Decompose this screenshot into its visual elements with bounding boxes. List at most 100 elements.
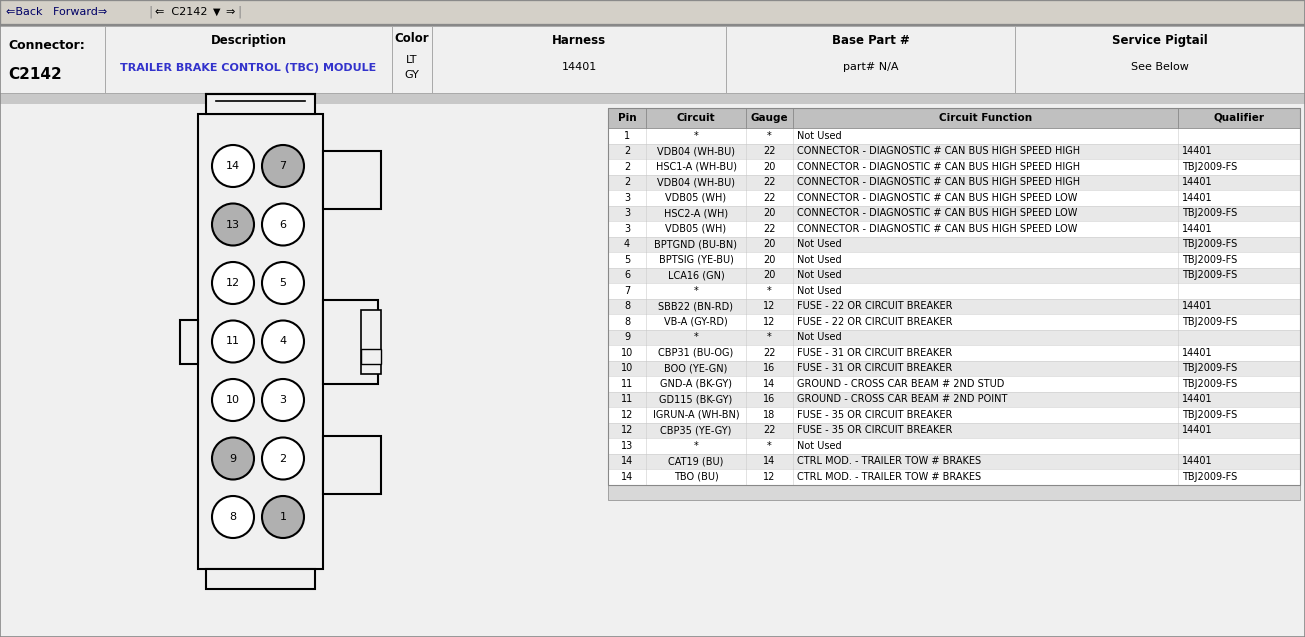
Text: TBO (BU): TBO (BU) bbox=[673, 472, 718, 482]
Text: FUSE - 31 OR CIRCUIT BREAKER: FUSE - 31 OR CIRCUIT BREAKER bbox=[797, 363, 953, 373]
Bar bbox=[608, 108, 1300, 128]
Text: TRAILER BRAKE CONTROL (TBC) MODULE: TRAILER BRAKE CONTROL (TBC) MODULE bbox=[120, 63, 377, 73]
Text: 14401: 14401 bbox=[1182, 224, 1212, 234]
Text: CBP35 (YE-GY): CBP35 (YE-GY) bbox=[660, 426, 732, 435]
Bar bbox=[608, 299, 1300, 314]
Text: 2: 2 bbox=[279, 454, 287, 464]
Text: part# N/A: part# N/A bbox=[843, 62, 898, 72]
Text: IGRUN-A (WH-BN): IGRUN-A (WH-BN) bbox=[652, 410, 740, 420]
Circle shape bbox=[262, 320, 304, 362]
Text: TBJ2009-FS: TBJ2009-FS bbox=[1182, 363, 1237, 373]
Bar bbox=[608, 252, 1300, 268]
Text: FUSE - 22 OR CIRCUIT BREAKER: FUSE - 22 OR CIRCUIT BREAKER bbox=[797, 301, 953, 311]
Bar bbox=[608, 345, 1300, 361]
Text: VDB05 (WH): VDB05 (WH) bbox=[666, 193, 727, 203]
Text: 14: 14 bbox=[226, 161, 240, 171]
Text: 5: 5 bbox=[624, 255, 630, 265]
Circle shape bbox=[262, 496, 304, 538]
Text: 11: 11 bbox=[621, 394, 633, 404]
Bar bbox=[608, 314, 1300, 329]
Text: 14: 14 bbox=[621, 456, 633, 466]
Text: VDB05 (WH): VDB05 (WH) bbox=[666, 224, 727, 234]
Text: 10: 10 bbox=[621, 348, 633, 358]
Bar bbox=[0, 26, 1305, 27]
Bar bbox=[608, 175, 1300, 190]
Text: Not Used: Not Used bbox=[797, 255, 842, 265]
Text: 20: 20 bbox=[763, 162, 775, 172]
Text: TBJ2009-FS: TBJ2009-FS bbox=[1182, 208, 1237, 218]
Text: Not Used: Not Used bbox=[797, 441, 842, 451]
Text: GD115 (BK-GY): GD115 (BK-GY) bbox=[659, 394, 732, 404]
Text: 20: 20 bbox=[763, 240, 775, 249]
Text: 12: 12 bbox=[226, 278, 240, 288]
Text: Qualifier: Qualifier bbox=[1214, 113, 1265, 123]
Text: 22: 22 bbox=[763, 348, 775, 358]
Text: HSC1-A (WH-BU): HSC1-A (WH-BU) bbox=[655, 162, 736, 172]
Text: 18: 18 bbox=[763, 410, 775, 420]
Text: 9: 9 bbox=[624, 333, 630, 342]
Circle shape bbox=[262, 145, 304, 187]
Bar bbox=[206, 94, 315, 114]
Text: 14401: 14401 bbox=[1182, 394, 1212, 404]
Bar bbox=[608, 485, 1300, 499]
Text: 14401: 14401 bbox=[1182, 147, 1212, 156]
Text: 3: 3 bbox=[624, 193, 630, 203]
Text: |: | bbox=[147, 6, 153, 18]
Text: Service Pigtail: Service Pigtail bbox=[1112, 34, 1208, 48]
Text: 2: 2 bbox=[624, 162, 630, 172]
Text: 13: 13 bbox=[226, 220, 240, 229]
Text: GND-A (BK-GY): GND-A (BK-GY) bbox=[660, 379, 732, 389]
Circle shape bbox=[262, 262, 304, 304]
Bar bbox=[608, 392, 1300, 407]
Bar bbox=[0, 26, 1305, 94]
Text: 13: 13 bbox=[621, 441, 633, 451]
Text: ⇒: ⇒ bbox=[224, 7, 235, 17]
Bar bbox=[0, 104, 1305, 637]
Text: CONNECTOR - DIAGNOSTIC # CAN BUS HIGH SPEED LOW: CONNECTOR - DIAGNOSTIC # CAN BUS HIGH SP… bbox=[797, 208, 1078, 218]
Text: *: * bbox=[767, 131, 771, 141]
Text: 20: 20 bbox=[763, 255, 775, 265]
Circle shape bbox=[211, 262, 254, 304]
Text: Not Used: Not Used bbox=[797, 286, 842, 296]
Text: ▼: ▼ bbox=[213, 7, 221, 17]
Bar bbox=[608, 236, 1300, 252]
Text: 14401: 14401 bbox=[1182, 193, 1212, 203]
Text: 3: 3 bbox=[624, 224, 630, 234]
Text: 7: 7 bbox=[624, 286, 630, 296]
Text: 12: 12 bbox=[621, 410, 633, 420]
Text: 16: 16 bbox=[763, 363, 775, 373]
Text: 12: 12 bbox=[763, 472, 775, 482]
Bar bbox=[361, 310, 381, 374]
Text: 6: 6 bbox=[624, 270, 630, 280]
Text: GROUND - CROSS CAR BEAM # 2ND POINT: GROUND - CROSS CAR BEAM # 2ND POINT bbox=[797, 394, 1007, 404]
Text: TBJ2009-FS: TBJ2009-FS bbox=[1182, 410, 1237, 420]
Bar bbox=[608, 361, 1300, 376]
Text: Harness: Harness bbox=[552, 34, 606, 48]
Text: Circuit Function: Circuit Function bbox=[938, 113, 1032, 123]
Bar bbox=[0, 24, 1305, 26]
Text: LCA16 (GN): LCA16 (GN) bbox=[668, 270, 724, 280]
Text: Not Used: Not Used bbox=[797, 131, 842, 141]
Text: 14401: 14401 bbox=[561, 62, 596, 72]
Text: C2142: C2142 bbox=[8, 68, 61, 82]
Circle shape bbox=[211, 379, 254, 421]
Text: TBJ2009-FS: TBJ2009-FS bbox=[1182, 162, 1237, 172]
Bar bbox=[608, 329, 1300, 345]
Text: TBJ2009-FS: TBJ2009-FS bbox=[1182, 317, 1237, 327]
Circle shape bbox=[262, 438, 304, 480]
Text: Gauge: Gauge bbox=[750, 113, 788, 123]
Text: BPTGND (BU-BN): BPTGND (BU-BN) bbox=[655, 240, 737, 249]
Text: VDB04 (WH-BU): VDB04 (WH-BU) bbox=[656, 147, 735, 156]
Text: Pin: Pin bbox=[617, 113, 637, 123]
Circle shape bbox=[211, 203, 254, 245]
Text: 22: 22 bbox=[763, 193, 775, 203]
Text: 12: 12 bbox=[621, 426, 633, 435]
Text: TBJ2009-FS: TBJ2009-FS bbox=[1182, 270, 1237, 280]
Circle shape bbox=[262, 379, 304, 421]
Text: 22: 22 bbox=[763, 147, 775, 156]
Text: VDB04 (WH-BU): VDB04 (WH-BU) bbox=[656, 177, 735, 187]
Text: 14: 14 bbox=[763, 379, 775, 389]
Bar bbox=[0, 94, 1305, 104]
Text: CTRL MOD. - TRAILER TOW # BRAKES: CTRL MOD. - TRAILER TOW # BRAKES bbox=[797, 472, 981, 482]
Circle shape bbox=[262, 203, 304, 245]
